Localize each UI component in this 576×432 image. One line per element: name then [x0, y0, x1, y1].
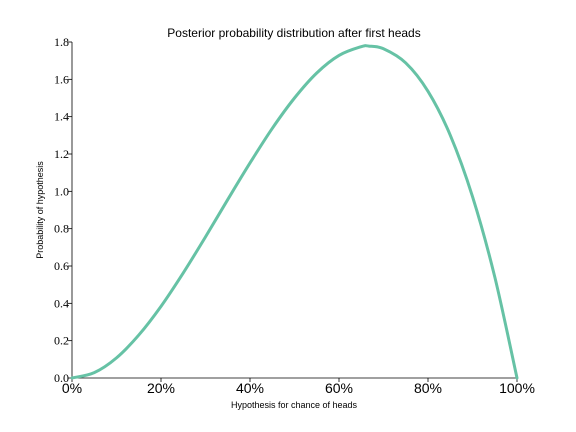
- x-axis-label: Hypothesis for chance of heads: [231, 400, 358, 410]
- y-tick-label: 0.4: [54, 296, 69, 310]
- y-tick-label: 0.8: [54, 222, 69, 236]
- y-ticks: 0.0 0.2 0.4 0.6 0.8 1.0 1.2 1.4 1.6 1.8: [54, 35, 72, 385]
- x-tick-label: 0%: [62, 380, 82, 396]
- x-tick-label: 20%: [147, 380, 175, 396]
- y-tick-label: 1.4: [54, 110, 69, 124]
- x-tick-label: 60%: [325, 380, 353, 396]
- axes: [71, 42, 517, 379]
- y-tick-label: 1.6: [54, 72, 69, 86]
- x-tick-label: 100%: [499, 380, 535, 396]
- posterior-line: [70, 44, 519, 380]
- x-ticks: 0% 20% 40% 60% 80% 100%: [62, 378, 535, 396]
- y-tick-label: 0.6: [54, 259, 69, 273]
- y-axis-label: Probability of hypothesis: [35, 161, 45, 259]
- y-tick-label: 1.2: [54, 147, 69, 161]
- x-tick-label: 40%: [236, 380, 264, 396]
- y-tick-label: 0.2: [54, 334, 69, 348]
- y-tick-label: 1.8: [54, 35, 69, 49]
- chart-title: Posterior probability distribution after…: [167, 26, 420, 40]
- x-tick-label: 80%: [414, 380, 442, 396]
- y-tick-label: 1.0: [54, 184, 69, 198]
- series-layer: [70, 44, 519, 380]
- y-tick-label: 0.0: [54, 371, 69, 385]
